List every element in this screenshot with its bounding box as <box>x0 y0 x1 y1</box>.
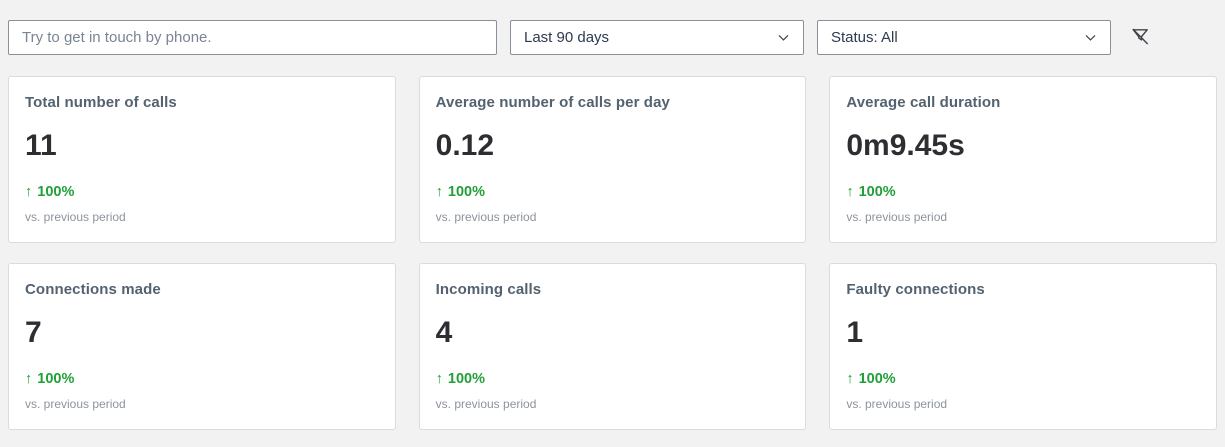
chevron-down-icon <box>776 30 791 45</box>
card-title: Faulty connections <box>846 281 985 298</box>
trend-compare-label: vs. previous period <box>25 210 126 224</box>
stat-card-total-calls: Total number of calls 11 ↑ 100% vs. previ… <box>8 76 396 243</box>
trend-compare-label: vs. previous period <box>435 210 537 224</box>
trend-compare-label: vs. previous period <box>846 210 948 224</box>
trend-value: 100% <box>858 184 896 200</box>
search-input[interactable] <box>8 20 497 55</box>
chevron-down-icon <box>1083 30 1098 45</box>
trend-indicator: ↑ 100% <box>25 371 379 388</box>
trend-indicator: ↑ 100% <box>436 371 790 388</box>
stats-grid: Total number of calls 11 ↑ 100% vs. previ… <box>0 55 1225 430</box>
calls-analytics-page: Last 90 days Status: All <box>0 0 1225 430</box>
trend-compare-label: vs. previous period <box>25 397 126 411</box>
stat-card-incoming-calls: Incoming calls 4 ↑ 100% vs. previous peri… <box>418 263 807 430</box>
card-value: 0.12 <box>435 129 495 162</box>
trend-up-arrow-icon: ↑ <box>25 371 33 387</box>
period-select[interactable]: Last 90 days <box>510 20 804 55</box>
trend-up-arrow-icon: ↑ <box>25 184 33 200</box>
clear-filters-button[interactable] <box>1121 20 1159 55</box>
trend-compare-label: vs. previous period <box>435 397 537 411</box>
stat-card-avg-call-duration: Average call duration 0m9.45s ↑ 100% vs. … <box>829 76 1217 243</box>
trend-indicator: ↑ 100% <box>25 184 379 201</box>
trend-value: 100% <box>37 184 75 200</box>
period-select-value: Last 90 days <box>524 29 610 46</box>
trend-indicator: ↑ 100% <box>846 371 1200 388</box>
filters-toolbar: Last 90 days Status: All <box>0 0 1225 55</box>
trend-up-arrow-icon: ↑ <box>846 184 854 200</box>
card-title: Connections made <box>25 281 161 298</box>
card-value: 11 <box>25 129 57 162</box>
trend-value: 100% <box>447 371 485 387</box>
card-title: Average number of calls per day <box>435 94 670 111</box>
trend-up-arrow-icon: ↑ <box>846 371 854 387</box>
card-title: Total number of calls <box>25 94 177 111</box>
stat-card-faulty-connections: Faulty connections 1 ↑ 100% vs. previous … <box>829 263 1217 430</box>
stat-card-avg-calls-per-day: Average number of calls per day 0.12 ↑ 10… <box>418 76 807 243</box>
status-select-value: Status: All <box>831 29 898 46</box>
trend-compare-label: vs. previous period <box>846 397 948 411</box>
trend-value: 100% <box>447 184 485 200</box>
trend-up-arrow-icon: ↑ <box>435 371 443 387</box>
trend-indicator: ↑ 100% <box>436 184 790 201</box>
card-title: Incoming calls <box>435 281 542 298</box>
trend-indicator: ↑ 100% <box>846 184 1200 201</box>
trend-value: 100% <box>858 371 896 387</box>
status-select[interactable]: Status: All <box>817 20 1111 55</box>
filter-off-icon <box>1129 25 1152 51</box>
card-value: 7 <box>25 316 42 349</box>
card-title: Average call duration <box>846 94 1001 111</box>
trend-value: 100% <box>37 371 75 387</box>
trend-up-arrow-icon: ↑ <box>435 184 443 200</box>
card-value: 1 <box>846 316 864 349</box>
card-value: 4 <box>435 316 453 349</box>
stat-card-connections-made: Connections made 7 ↑ 100% vs. previous pe… <box>8 263 396 430</box>
card-value: 0m9.45s <box>846 129 965 162</box>
